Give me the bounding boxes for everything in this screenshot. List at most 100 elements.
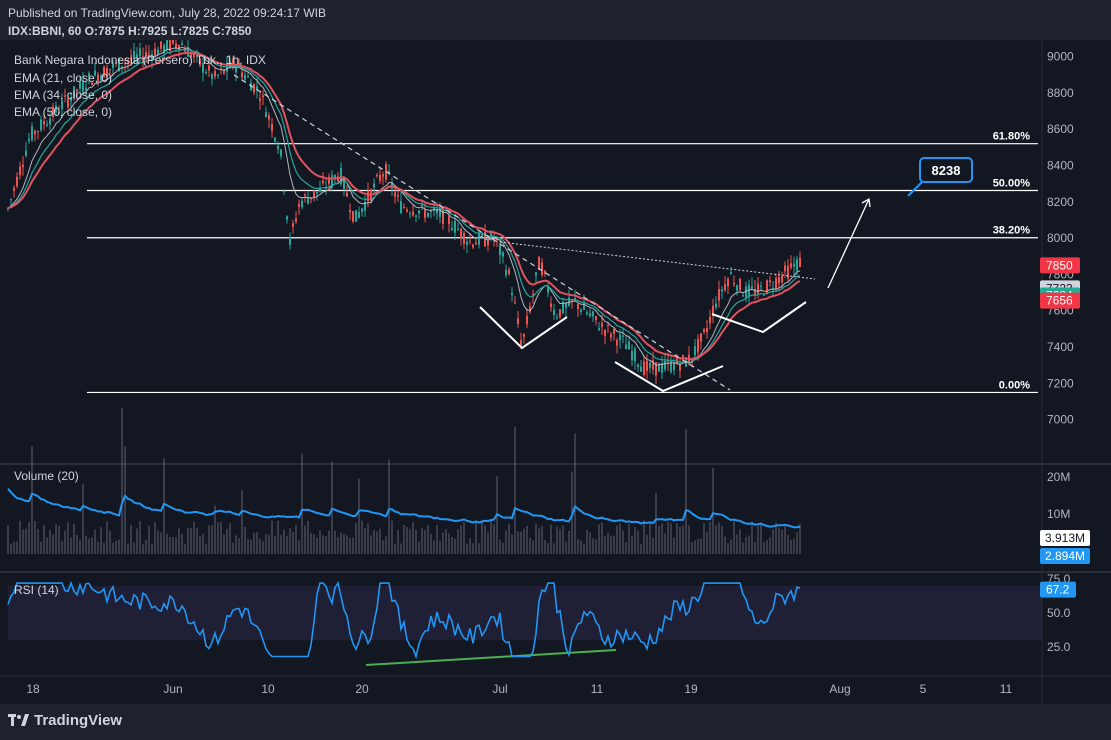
volume-bar bbox=[169, 537, 171, 554]
volume-bar bbox=[742, 542, 744, 554]
ema50-legend[interactable]: EMA (50, close, 0) bbox=[14, 105, 112, 119]
volume-bar bbox=[268, 534, 270, 554]
volume-bar bbox=[391, 520, 393, 554]
volume-bar bbox=[88, 538, 90, 554]
volume-bar bbox=[751, 521, 753, 554]
volume-legend[interactable]: Volume (20) bbox=[14, 469, 79, 483]
candle-body bbox=[262, 95, 264, 97]
volume-bar bbox=[655, 493, 657, 554]
rsi-legend[interactable]: RSI (14) bbox=[14, 583, 59, 597]
candle-body bbox=[706, 327, 708, 333]
rsi-divergence-line[interactable] bbox=[365, 649, 617, 666]
volume-bar bbox=[178, 528, 180, 554]
target-callout-box[interactable] bbox=[919, 157, 973, 183]
candle-body bbox=[10, 199, 12, 201]
volume-bar bbox=[364, 527, 366, 554]
price-axis[interactable]: 9000880086008400820080007800760074007200… bbox=[1047, 50, 1074, 427]
volume-bar bbox=[217, 522, 219, 554]
chart-drawings[interactable]: 8238 bbox=[233, 74, 973, 666]
candle-body bbox=[532, 293, 534, 296]
candle-body bbox=[85, 87, 87, 90]
candle-body bbox=[31, 126, 33, 140]
candle-body bbox=[694, 346, 696, 356]
candle-body bbox=[322, 180, 324, 184]
ema-lines bbox=[7, 46, 801, 366]
candle-body bbox=[178, 45, 180, 51]
volume-bar bbox=[151, 543, 153, 554]
volume-bar bbox=[475, 521, 477, 554]
candle-body bbox=[589, 313, 591, 317]
candle-body bbox=[193, 53, 195, 58]
rsi-axis[interactable]: 75.050.025.067.2 bbox=[1040, 572, 1076, 654]
right-shoulder-shape[interactable] bbox=[711, 301, 807, 334]
candle-body bbox=[538, 256, 540, 271]
candle-body bbox=[778, 277, 780, 284]
price-pane[interactable] bbox=[0, 40, 1042, 464]
candle-body bbox=[478, 233, 480, 245]
price-tag-label: 7850 bbox=[1046, 258, 1073, 272]
volume-bar bbox=[796, 532, 798, 554]
candle-body bbox=[163, 45, 165, 53]
candle-body bbox=[754, 288, 756, 296]
target-arrow[interactable] bbox=[827, 198, 870, 289]
volume-bar bbox=[550, 524, 552, 554]
candle-body bbox=[733, 282, 735, 285]
time-tick-label: Aug bbox=[829, 682, 850, 696]
volume-bar bbox=[724, 536, 726, 554]
candle-body bbox=[601, 322, 603, 327]
candle-body bbox=[256, 86, 258, 91]
ema21-legend[interactable]: EMA (21, close, 0) bbox=[14, 71, 112, 85]
candle-body bbox=[121, 66, 123, 69]
candle-body bbox=[133, 51, 135, 60]
candle-body bbox=[727, 278, 729, 287]
candle-body bbox=[181, 43, 183, 45]
volume-bar bbox=[133, 542, 135, 554]
volume-bar bbox=[556, 526, 558, 554]
fib-level-label: 0.00% bbox=[999, 379, 1030, 391]
fib-level-label: 50.00% bbox=[993, 178, 1031, 190]
candle-body bbox=[301, 200, 303, 208]
volume-bar bbox=[649, 523, 651, 554]
volume-bar bbox=[277, 520, 279, 554]
volume-bar bbox=[55, 524, 57, 554]
candle-body bbox=[130, 57, 132, 60]
candle-body bbox=[349, 210, 351, 213]
candle-body bbox=[16, 176, 18, 187]
ema34-legend[interactable]: EMA (34, close, 0) bbox=[14, 88, 112, 102]
volume-bar bbox=[256, 532, 258, 554]
candle-body bbox=[28, 138, 30, 142]
ohlc-readout: IDX:BBNI, 60 O:7875 H:7925 L:7825 C:7850 bbox=[8, 24, 252, 38]
left-shoulder-shape[interactable] bbox=[479, 306, 568, 350]
candle-body bbox=[655, 362, 657, 376]
volume-bar bbox=[97, 541, 99, 554]
volume-ma-line bbox=[7, 488, 801, 529]
candle-body bbox=[43, 121, 45, 125]
volume-bar bbox=[118, 539, 120, 554]
candle-body bbox=[205, 71, 207, 74]
candle-body bbox=[622, 335, 624, 337]
candle-body bbox=[649, 362, 651, 368]
chart-canvas[interactable]: 61.80% 50.00% 38.20% 0.00% 8238 9000 8800 860… bbox=[0, 40, 1111, 704]
rsi-value-tag bbox=[1040, 581, 1076, 598]
volume-bar bbox=[418, 541, 420, 554]
fib-levels[interactable]: 61.80% 50.00% 38.20% 0.00% bbox=[87, 131, 1038, 394]
candle-body bbox=[751, 286, 753, 289]
head-shape[interactable] bbox=[614, 361, 724, 393]
volume-axis[interactable]: 20M 10M 3.913M 2.894M bbox=[1040, 470, 1090, 564]
neckline[interactable] bbox=[499, 241, 816, 280]
time-axis[interactable]: 18 Jun 10 20 Jul 11 19 Aug 5 11 bbox=[26, 682, 1012, 696]
candle-body bbox=[340, 168, 342, 184]
candle-body bbox=[394, 192, 396, 197]
volume-bar bbox=[622, 530, 624, 554]
downtrend-line[interactable] bbox=[233, 74, 731, 391]
candle-body bbox=[250, 82, 252, 91]
candle-body bbox=[268, 115, 270, 120]
candle-body bbox=[94, 70, 96, 76]
volume-bar bbox=[643, 520, 645, 554]
volume-bar bbox=[49, 529, 51, 554]
candle-body bbox=[796, 258, 798, 271]
volume-bar bbox=[157, 530, 159, 554]
candle-body bbox=[118, 58, 120, 72]
candle-body bbox=[565, 303, 567, 308]
candle-body bbox=[592, 311, 594, 317]
